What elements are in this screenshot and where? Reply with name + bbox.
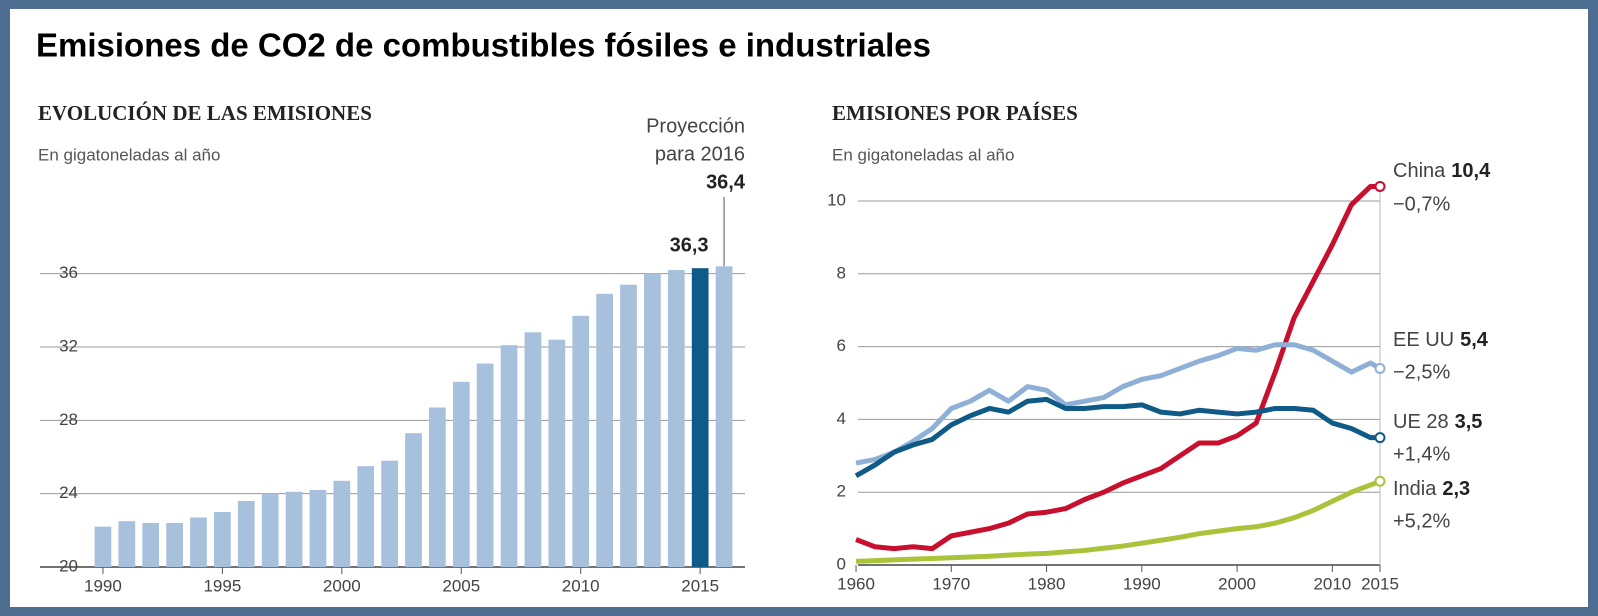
bar xyxy=(118,521,136,567)
bar xyxy=(715,266,733,567)
bar xyxy=(237,501,255,567)
legend-name: India xyxy=(1393,478,1437,500)
bar xyxy=(285,491,303,567)
bar xyxy=(548,339,566,567)
slide-title: Emisiones de CO2 de combustibles fósiles… xyxy=(36,27,931,64)
x-tick-label: 2000 xyxy=(323,576,361,595)
bar xyxy=(620,284,637,567)
legend-name: EE UU xyxy=(1393,329,1454,351)
series-label: India 2,3 xyxy=(1393,478,1470,500)
series-line xyxy=(855,342,1382,466)
bar xyxy=(333,480,351,567)
change-label: −2,5% xyxy=(1393,361,1450,383)
bar xyxy=(142,523,160,567)
value-label: 2,3 xyxy=(1442,478,1470,500)
bar xyxy=(381,460,398,567)
bar xyxy=(644,273,661,567)
y-tick-label: 20 xyxy=(59,556,78,575)
bar xyxy=(309,490,327,567)
bar xyxy=(94,526,112,567)
chart-subtitle: En gigatoneladas al año xyxy=(832,145,1014,164)
bar xyxy=(476,363,494,567)
annotation: para 2016 xyxy=(655,143,745,165)
y-tick-label: 28 xyxy=(59,410,78,429)
y-tick-label: 6 xyxy=(837,336,846,355)
bar xyxy=(190,517,207,567)
x-tick-label: 1960 xyxy=(837,574,875,593)
bar xyxy=(357,466,375,567)
bar xyxy=(691,268,709,567)
bar xyxy=(214,512,231,567)
bar xyxy=(261,493,279,567)
bar xyxy=(429,407,446,567)
series-line xyxy=(855,183,1380,552)
bar xyxy=(166,523,183,567)
x-tick-label: 1990 xyxy=(84,576,122,595)
value-label: 36,3 xyxy=(670,234,709,256)
change-label: +1,4% xyxy=(1393,443,1450,465)
chart-title: EVOLUCIÓN DE LAS EMISIONES xyxy=(38,101,372,125)
bar xyxy=(452,381,470,567)
bar xyxy=(524,332,542,567)
annotation: Proyección xyxy=(646,115,745,137)
y-tick-label: 36 xyxy=(59,263,78,282)
y-tick-label: 32 xyxy=(59,336,78,355)
series-label: UE 28 3,5 xyxy=(1393,411,1482,433)
series-line xyxy=(855,478,1381,564)
legend-name: UE 28 xyxy=(1393,411,1449,433)
x-tick-label: 1970 xyxy=(932,574,970,593)
value-label: 3,5 xyxy=(1455,411,1483,433)
bar xyxy=(596,293,613,567)
bar xyxy=(572,315,590,567)
end-point xyxy=(1374,362,1386,374)
x-tick-label: 1995 xyxy=(203,576,241,595)
x-tick-label: 2005 xyxy=(442,576,480,595)
bar xyxy=(667,270,685,567)
y-tick-label: 4 xyxy=(837,409,846,428)
series-line xyxy=(854,396,1380,478)
legend-name: China xyxy=(1393,160,1446,182)
y-tick-label: 8 xyxy=(837,263,846,282)
change-label: −0,7% xyxy=(1393,193,1450,215)
x-tick-label: 2010 xyxy=(1313,574,1351,593)
value-label: 10,4 xyxy=(1451,160,1491,182)
chart-subtitle: En gigatoneladas al año xyxy=(38,145,220,164)
x-tick-label: 1980 xyxy=(1028,574,1066,593)
change-label: +5,2% xyxy=(1393,510,1450,532)
chart-title: EMISIONES POR PAÍSES xyxy=(832,101,1078,125)
x-tick-label: 2000 xyxy=(1218,574,1256,593)
end-point xyxy=(1374,432,1386,444)
end-point xyxy=(1374,180,1386,192)
x-tick-label: 2010 xyxy=(562,576,600,595)
y-tick-label: 2 xyxy=(837,482,846,501)
y-tick-label: 24 xyxy=(59,483,78,502)
series-label: China 10,4 xyxy=(1393,160,1491,182)
x-tick-label: 2015 xyxy=(1361,574,1399,593)
end-point xyxy=(1374,475,1386,487)
value-label: 36,4 xyxy=(706,171,746,193)
series-label: EE UU 5,4 xyxy=(1393,329,1489,351)
x-tick-label: 1990 xyxy=(1123,574,1161,593)
bar xyxy=(500,345,518,567)
y-tick-label: 0 xyxy=(837,554,846,573)
x-tick-label: 2015 xyxy=(681,576,719,595)
value-label: 5,4 xyxy=(1460,329,1489,351)
y-tick-label: 10 xyxy=(827,190,846,209)
bar xyxy=(405,433,422,567)
